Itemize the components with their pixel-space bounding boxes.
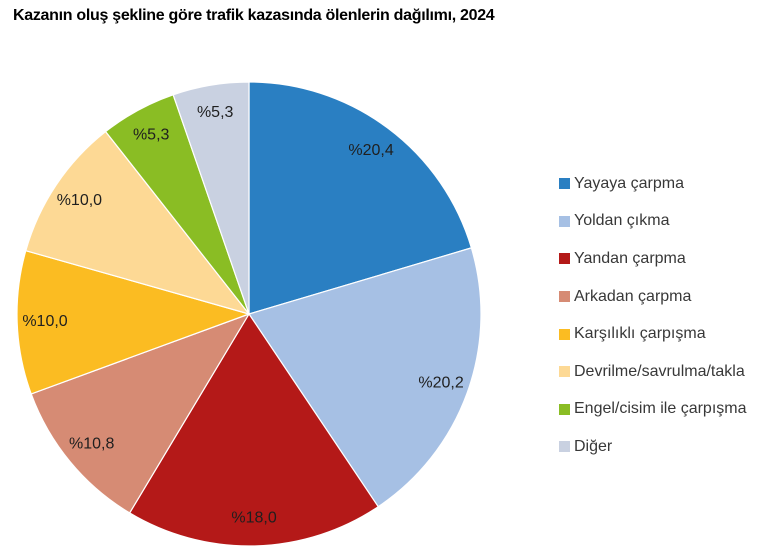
legend-swatch [559,215,570,227]
legend-label: Yandan çarpma [574,249,686,267]
legend: Yayaya çarpma Yoldan çıkma Yandan çarpma Ar… [559,165,747,466]
pie-slice-6 [25,130,250,315]
legend-swatch [559,403,570,415]
legend-label: Diğer [574,437,613,455]
legend-item: Yandan çarpma [559,240,747,278]
legend-item: Diğer [559,428,747,466]
pie-slice-1 [248,81,472,315]
slice-label: %18,0 [231,510,276,527]
slice-label: %5,3 [197,104,234,121]
pie-slice-8 [172,81,250,315]
slice-label: %10,8 [69,436,114,453]
legend-swatch [559,291,570,303]
chart-title: Kazanın oluş şekline göre trafik kazasın… [13,7,495,24]
slice-label: %10,0 [57,192,102,209]
legend-label: Yoldan çıkma [574,212,670,230]
pie-slice-2 [248,247,482,508]
legend-label: Engel/cisim ile çarpışma [574,400,747,418]
legend-swatch [559,366,570,378]
slice-label: %5,3 [133,126,170,143]
legend-item: Engel/cisim ile çarpışma [559,391,747,429]
legend-label: Yayaya çarpma [574,174,684,192]
legend-swatch [559,441,570,453]
legend-swatch [559,328,570,340]
pie-slice-4 [30,313,250,514]
legend-item: Yayaya çarpma [559,165,747,203]
legend-swatch [559,253,570,265]
pie-slice-5 [16,250,250,395]
legend-swatch [559,178,570,190]
legend-label: Karşılıklı çarpışma [574,325,706,343]
slice-label: %10,0 [22,313,67,330]
slice-label: %20,4 [348,142,393,159]
legend-item: Devrilme/savrulma/takla [559,353,747,391]
legend-label: Arkadan çarpma [574,287,692,305]
legend-label: Devrilme/savrulma/takla [574,362,745,380]
pie-slice-3 [129,313,379,547]
legend-item: Arkadan çarpma [559,278,747,316]
slice-label: %20,2 [418,375,463,392]
legend-item: Yoldan çıkma [559,203,747,241]
legend-item: Karşılıklı çarpışma [559,315,747,353]
